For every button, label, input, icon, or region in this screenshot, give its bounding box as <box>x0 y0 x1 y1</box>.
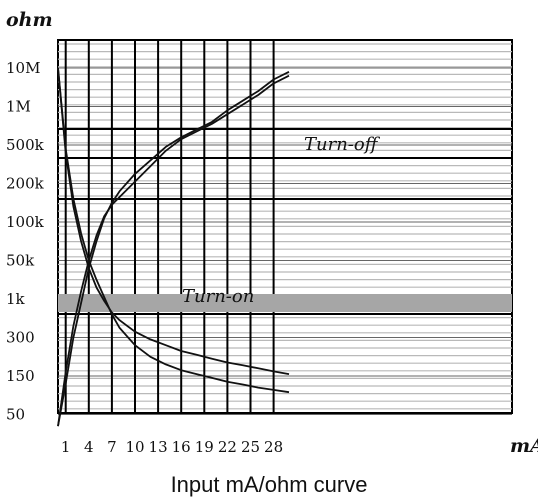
curves <box>57 67 290 427</box>
grid <box>57 39 513 415</box>
y-tick-label: 50k <box>6 252 35 270</box>
x-tick-label: 7 <box>107 438 117 456</box>
y-tick-label: 10M <box>6 59 40 77</box>
y-tick-label: 150 <box>6 367 35 385</box>
y-tick-label: 100k <box>6 213 45 231</box>
x-tick-labels: 1 4 7 10 13 16 19 22 25 28 <box>61 438 283 456</box>
x-tick-label: 28 <box>264 438 283 456</box>
x-tick-label: 1 <box>61 438 71 456</box>
curve-decreasing-1 <box>57 67 290 394</box>
curve-increasing-3 <box>57 74 290 427</box>
x-tick-label: 16 <box>172 438 191 456</box>
turn-off-label: Turn-off <box>304 134 381 155</box>
band-lines <box>58 128 512 315</box>
y-tick-label: 200k <box>6 175 45 193</box>
turn-on-shaded-band <box>58 294 512 312</box>
chart-title: Input mA/ohm curve <box>171 472 368 497</box>
y-tick-label: 1k <box>6 290 26 308</box>
y-tick-labels: 10M 1M 500k 200k 100k 50k 1k 300 150 50 <box>6 59 45 424</box>
x-tick-label: 10 <box>125 438 144 456</box>
x-tick-label: 19 <box>195 438 214 456</box>
x-axis-label: mA <box>510 435 538 457</box>
y-tick-label: 1M <box>6 98 31 116</box>
curve-decreasing-0 <box>57 67 290 375</box>
x-tick-label: 4 <box>84 438 94 456</box>
y-tick-label: 50 <box>6 406 25 424</box>
turn-on-label: Turn-on <box>182 286 254 307</box>
curve-increasing-2 <box>57 70 290 427</box>
y-tick-label: 500k <box>6 136 45 154</box>
x-tick-label: 25 <box>241 438 260 456</box>
y-axis-label: ohm <box>6 9 53 31</box>
x-tick-label: 13 <box>149 438 168 456</box>
y-tick-label: 300 <box>6 329 35 347</box>
x-tick-label: 22 <box>218 438 237 456</box>
